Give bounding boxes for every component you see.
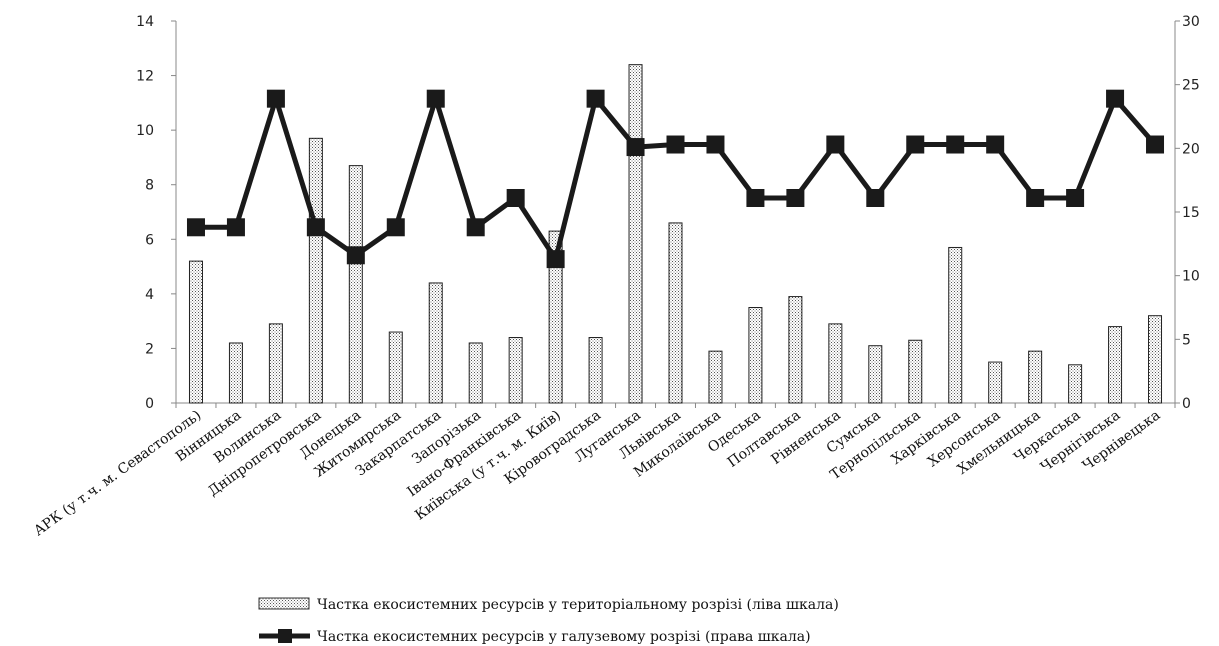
left-tick-label: 2	[145, 341, 154, 357]
line-marker	[1106, 89, 1125, 108]
bar	[748, 307, 763, 404]
line-marker	[666, 135, 685, 154]
left-axis-ticks: 0 2 4 6 8 10 12 14	[136, 14, 176, 412]
left-tick-label: 8	[145, 178, 154, 194]
bar	[548, 230, 563, 404]
bar-series	[188, 64, 1163, 404]
line-marker	[786, 188, 805, 207]
line-marker	[506, 188, 525, 207]
legend-item-bar: Частка екосистемних ресурсів у територіа…	[258, 597, 839, 613]
bar	[1108, 326, 1123, 404]
line-marker	[746, 188, 765, 207]
legend: Частка екосистемних ресурсів у територіа…	[258, 597, 839, 645]
legend-bar-label: Частка екосистемних ресурсів у територіа…	[317, 597, 839, 613]
line-marker	[706, 135, 725, 154]
right-tick-label: 15	[1182, 205, 1200, 221]
bar	[428, 282, 443, 404]
bar	[708, 350, 723, 404]
left-tick-label: 14	[136, 14, 154, 30]
right-tick-label: 20	[1182, 141, 1200, 157]
line-marker	[346, 246, 365, 265]
bar	[628, 64, 643, 404]
line-marker	[586, 89, 605, 108]
line-marker	[466, 218, 485, 237]
bar	[668, 222, 683, 404]
left-tick-label: 12	[136, 69, 154, 85]
right-tick-label: 30	[1182, 14, 1200, 30]
line-marker	[426, 89, 445, 108]
bar	[188, 260, 203, 404]
bar	[948, 246, 963, 404]
category-label: АРК (у т.ч. м. Севастополь)	[31, 407, 204, 539]
bar	[388, 331, 403, 404]
bar	[268, 323, 283, 404]
left-tick-label: 4	[145, 287, 154, 303]
category-labels: АРК (у т.ч. м. Севастополь)ВінницькаВоли…	[31, 407, 1163, 539]
right-tick-label: 25	[1182, 78, 1200, 94]
legend-bar-swatch	[258, 597, 310, 610]
legend-item-line: Частка екосистемних ресурсів у галузевом…	[259, 629, 811, 645]
left-tick-label: 0	[145, 396, 154, 412]
bar	[468, 342, 483, 404]
bar	[228, 342, 243, 404]
bar	[308, 137, 323, 404]
left-tick-label: 6	[145, 232, 154, 248]
line-marker	[906, 135, 925, 154]
line-markers	[186, 89, 1165, 269]
line-marker	[866, 188, 885, 207]
legend-line-marker	[278, 629, 292, 643]
bar	[348, 165, 363, 404]
right-axis-ticks: 0 5 10 15 20 25 30	[1175, 14, 1200, 412]
line-marker	[626, 138, 645, 157]
line-marker	[1146, 135, 1165, 154]
line-marker	[1066, 188, 1085, 207]
left-tick-label: 10	[136, 123, 154, 139]
right-tick-label: 5	[1182, 332, 1191, 348]
line-marker	[986, 135, 1005, 154]
line-marker	[386, 218, 405, 237]
bar	[1028, 350, 1043, 404]
line-marker	[1026, 188, 1045, 207]
bar	[988, 361, 1003, 404]
bar	[788, 296, 803, 404]
line-marker	[546, 250, 565, 269]
line-marker	[826, 135, 845, 154]
bar	[508, 337, 523, 404]
right-tick-label: 0	[1182, 396, 1191, 412]
bar	[828, 323, 843, 404]
bar	[1148, 315, 1163, 404]
legend-line-label: Частка екосистемних ресурсів у галузевом…	[317, 629, 811, 645]
bar	[1068, 364, 1083, 404]
bar	[588, 337, 603, 404]
line-marker	[946, 135, 965, 154]
line-marker	[186, 218, 205, 237]
bar	[868, 345, 883, 404]
line-marker	[266, 89, 285, 108]
right-tick-label: 10	[1182, 269, 1200, 285]
bar	[908, 339, 923, 404]
line-marker	[306, 218, 325, 237]
line-marker	[226, 218, 245, 237]
